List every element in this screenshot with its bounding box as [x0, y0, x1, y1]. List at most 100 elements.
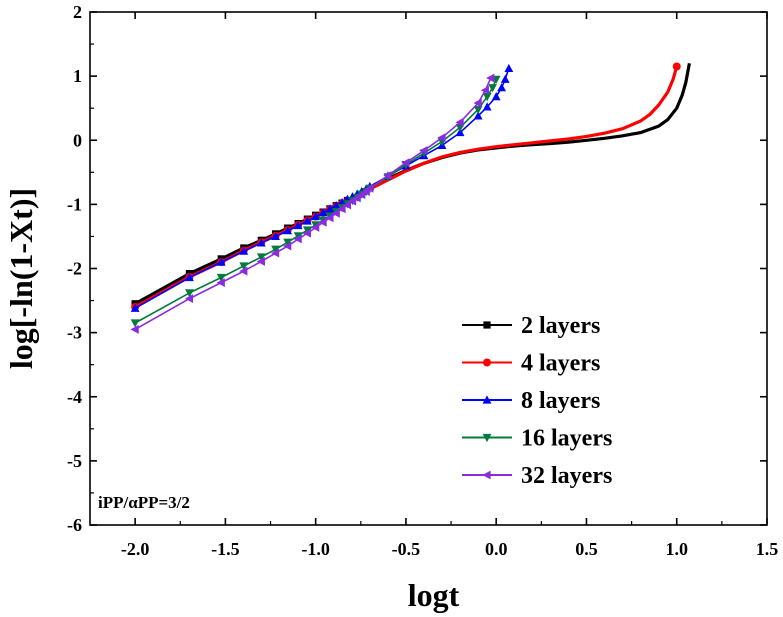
- x-tick-label: -1.5: [211, 539, 240, 559]
- y-tick-label: 0: [73, 130, 82, 150]
- data-point: [455, 127, 465, 137]
- legend-entry: 32 layers: [462, 463, 612, 489]
- data-point: [293, 232, 303, 241]
- y-axis-title: log[-ln(1-Xt)]: [3, 188, 39, 369]
- series-32-layers: [130, 73, 495, 334]
- series-layer: [130, 62, 691, 334]
- annotation-text: iPP/αPP=3/2: [98, 493, 190, 512]
- data-point: [283, 238, 293, 247]
- data-point: [482, 102, 492, 111]
- data-point: [491, 92, 501, 101]
- data-point: [331, 208, 340, 218]
- data-point: [480, 85, 489, 95]
- x-tick-label: 0.5: [575, 539, 598, 559]
- x-axis-title: logt: [408, 577, 460, 613]
- data-point: [486, 73, 495, 83]
- data-point: [216, 273, 226, 283]
- legend-label: 8 layers: [521, 388, 600, 414]
- x-tick-label: -2.0: [121, 539, 150, 559]
- data-point: [455, 117, 464, 127]
- data-point: [184, 294, 194, 304]
- data-point: [352, 193, 361, 203]
- data-point: [342, 200, 352, 210]
- data-point: [270, 248, 280, 258]
- y-tick-label: 1: [73, 66, 82, 86]
- data-point: [482, 93, 492, 102]
- series-8-layers: [130, 63, 514, 312]
- data-point: [130, 319, 140, 328]
- x-tick-label: 1.5: [756, 539, 779, 559]
- legend-label: 32 layers: [521, 463, 612, 489]
- data-point: [318, 208, 328, 217]
- data-point: [473, 105, 483, 115]
- data-point: [256, 238, 266, 247]
- data-point: [365, 183, 374, 193]
- data-point: [271, 245, 280, 254]
- data-point: [473, 98, 482, 108]
- y-tick-label: -1: [67, 194, 82, 214]
- legend-entry: 8 layers: [462, 388, 600, 414]
- data-point: [302, 228, 311, 238]
- legend: 2 layers 4 layers 8 layers 16 layers 32 laye…: [462, 313, 612, 489]
- data-point: [283, 226, 293, 235]
- y-tick-label: -6: [67, 515, 82, 535]
- legend-entry: 16 layers: [462, 426, 612, 452]
- data-point: [302, 226, 312, 235]
- data-point: [383, 171, 392, 180]
- data-point: [239, 262, 249, 271]
- data-point: [311, 211, 321, 221]
- legend-marker: [483, 321, 491, 329]
- data-point: [318, 217, 327, 227]
- y-tick-label: 2: [73, 2, 82, 22]
- data-point: [331, 201, 341, 210]
- data-point: [130, 303, 140, 312]
- y-tick-label: -3: [67, 323, 82, 343]
- data-point: [419, 146, 428, 155]
- data-point: [401, 158, 410, 168]
- data-point: [239, 266, 248, 276]
- legend-label: 16 layers: [521, 426, 612, 452]
- y-tick-label: -2: [67, 259, 82, 279]
- data-point: [337, 204, 346, 214]
- data-point: [325, 213, 334, 223]
- data-point: [302, 216, 312, 225]
- data-point: [239, 246, 249, 255]
- data-point: [311, 223, 320, 232]
- legend-label: 4 layers: [521, 351, 600, 377]
- data-point: [185, 289, 194, 298]
- data-point: [488, 84, 497, 93]
- axes-layer: -2.0 -1.5 -1.0 -0.5 0.0 0.5 1.0 1.5 -6 -5 -4 -3 -2 -1…: [67, 2, 778, 559]
- x-tick-label: -0.5: [392, 539, 421, 559]
- legend-marker: [483, 358, 491, 367]
- data-point: [473, 111, 483, 120]
- data-point: [500, 74, 510, 83]
- data-point: [256, 253, 266, 262]
- data-point: [347, 196, 357, 206]
- data-point: [271, 231, 280, 241]
- data-point: [293, 234, 302, 244]
- legend-marker: [482, 433, 492, 443]
- y-tick-label: -4: [67, 387, 82, 407]
- legend-marker: [482, 395, 492, 404]
- data-point: [256, 257, 265, 266]
- data-point: [325, 204, 335, 213]
- data-point: [216, 278, 225, 288]
- data-point: [437, 133, 446, 143]
- data-point: [185, 272, 194, 282]
- x-tick-label: 1.0: [665, 539, 688, 559]
- data-point: [672, 62, 681, 71]
- data-point: [283, 241, 292, 251]
- legend-label: 2 layers: [521, 313, 600, 339]
- data-point: [216, 257, 226, 266]
- legend-entry: 2 layers: [462, 313, 600, 339]
- legend-entry: 4 layers: [462, 351, 600, 377]
- legend-marker: [482, 470, 491, 480]
- data-point: [504, 63, 514, 73]
- data-point: [497, 83, 507, 92]
- data-point: [130, 325, 139, 334]
- x-tick-label: -1.0: [301, 539, 330, 559]
- y-tick-label: -5: [67, 451, 82, 471]
- data-point: [293, 220, 303, 230]
